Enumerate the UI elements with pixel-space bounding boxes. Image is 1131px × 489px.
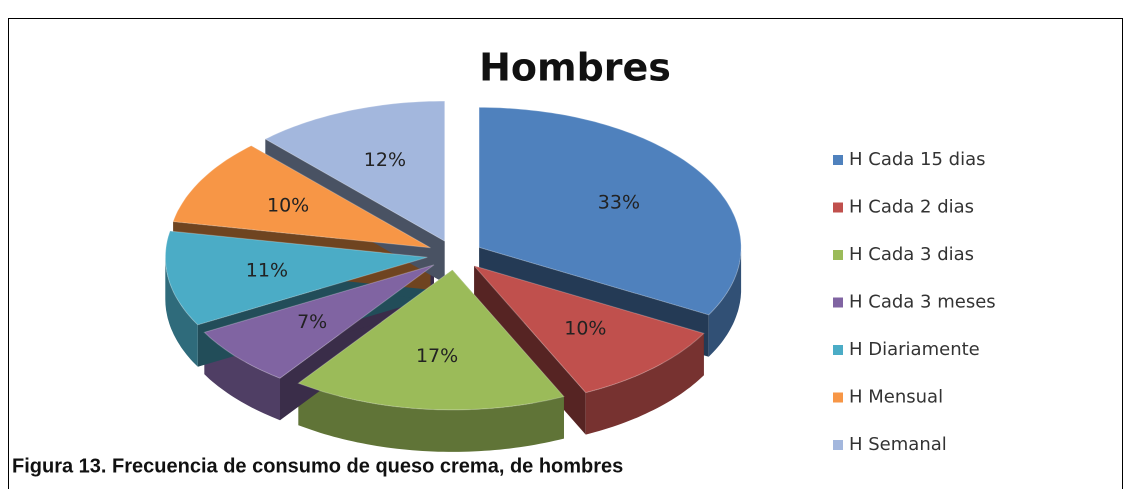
legend-label: H Mensual: [849, 387, 943, 408]
data-label: 7%: [297, 311, 327, 333]
legend-swatch: [833, 250, 843, 260]
slice-side: [165, 257, 198, 367]
legend-swatch: [833, 440, 843, 450]
data-label: 33%: [598, 192, 640, 214]
slice: [203, 264, 435, 379]
legend-label: H Cada 3 meses: [849, 292, 996, 313]
legend-label: H Diariamente: [849, 339, 980, 360]
slice: [264, 100, 446, 242]
caption: Figura 13. Frecuencia de consumo de ques…: [12, 455, 623, 477]
legend-swatch: [833, 297, 843, 308]
legend-swatch: [833, 202, 843, 213]
slice-side: [585, 333, 704, 435]
slice-side: [708, 247, 742, 357]
data-label: 10%: [564, 318, 606, 340]
data-label: 11%: [246, 259, 288, 281]
slice: [472, 264, 705, 394]
data-label: 10%: [267, 194, 309, 216]
chart-title: Hombres: [479, 46, 671, 90]
slice-side: [298, 383, 564, 452]
data-label: 12%: [364, 149, 406, 171]
slice: [478, 106, 742, 316]
slice: [172, 145, 431, 249]
legend-swatch: [833, 345, 843, 355]
legend-label: H Cada 3 dias: [849, 244, 974, 265]
legend-label: H Cada 15 dias: [849, 149, 986, 170]
data-label: 17%: [416, 345, 458, 367]
legend-label: H Cada 2 dias: [849, 197, 974, 218]
slice: [164, 230, 428, 326]
legend-swatch: [833, 155, 843, 165]
slice: [297, 269, 565, 411]
legend-swatch: [833, 392, 843, 403]
legend-label: H Semanal: [849, 434, 947, 455]
